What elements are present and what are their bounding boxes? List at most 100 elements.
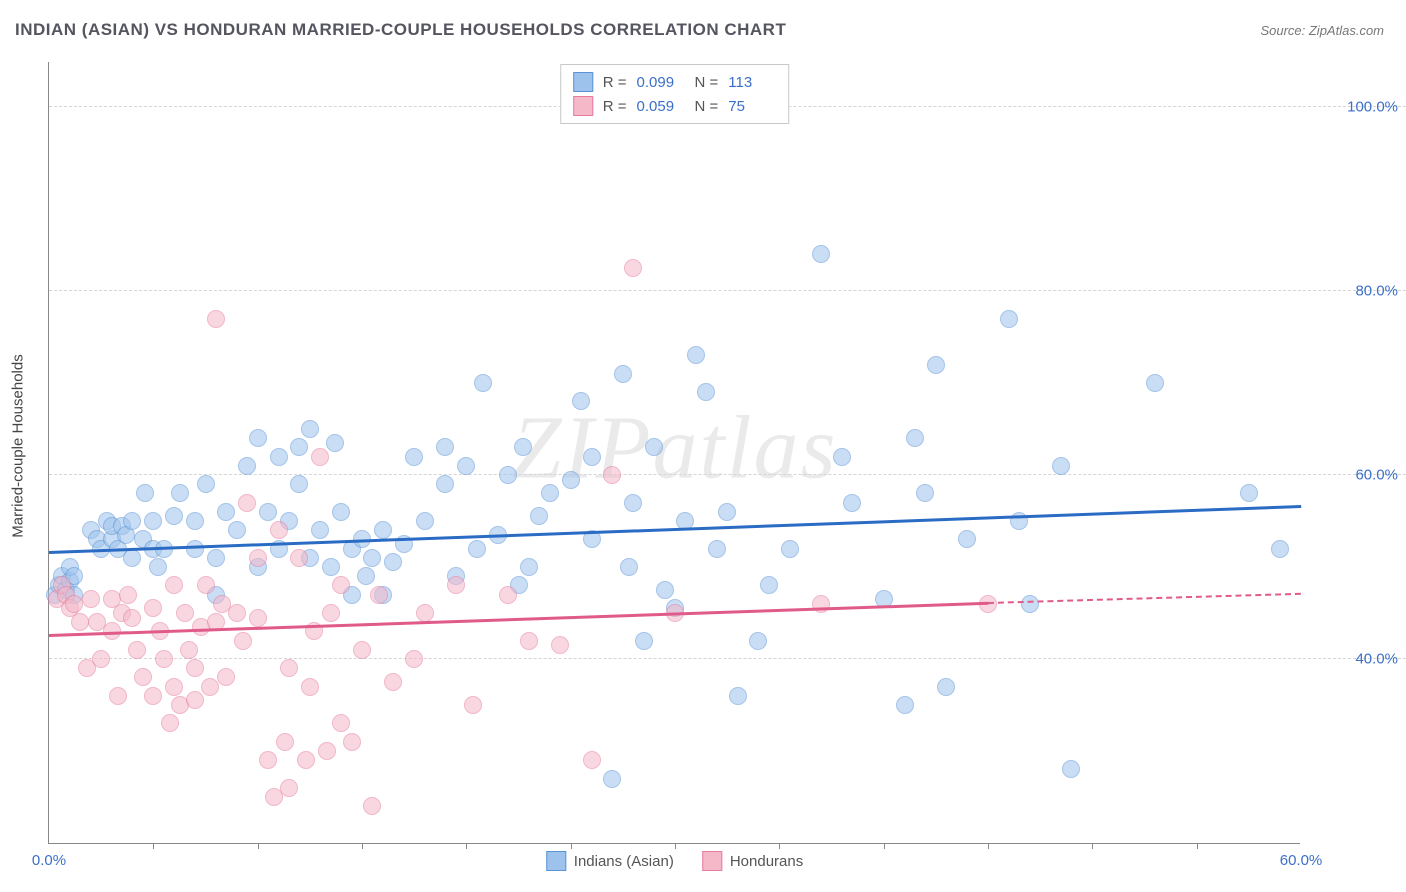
scatter-point (318, 742, 336, 760)
y-tick-label: 40.0% (1355, 651, 1398, 668)
scatter-point (238, 494, 256, 512)
scatter-point (927, 356, 945, 374)
scatter-point (297, 751, 315, 769)
scatter-point (514, 438, 532, 456)
scatter-point (635, 632, 653, 650)
x-tick (884, 843, 885, 849)
legend-r-value: 0.059 (637, 98, 685, 115)
legend-stats-row: R =0.059N =75 (573, 94, 777, 118)
scatter-point (436, 475, 454, 493)
scatter-point (551, 636, 569, 654)
scatter-point (165, 576, 183, 594)
scatter-point (520, 632, 538, 650)
scatter-point (416, 512, 434, 530)
legend-r-label: R = (603, 98, 627, 115)
legend-series-item: Hondurans (702, 851, 803, 871)
scatter-point (603, 770, 621, 788)
scatter-point (123, 512, 141, 530)
scatter-point (374, 521, 392, 539)
watermark-text: ZIPatlas (511, 396, 837, 499)
scatter-point (363, 797, 381, 815)
scatter-point (65, 595, 83, 613)
legend-swatch (573, 96, 593, 116)
scatter-point (384, 673, 402, 691)
scatter-point (562, 471, 580, 489)
scatter-point (687, 346, 705, 364)
scatter-point (249, 549, 267, 567)
x-tick (466, 843, 467, 849)
scatter-point (384, 553, 402, 571)
legend-series-item: Indians (Asian) (546, 851, 674, 871)
scatter-point (1146, 374, 1164, 392)
scatter-point (499, 586, 517, 604)
legend-series-label: Indians (Asian) (574, 853, 674, 870)
scatter-point (280, 779, 298, 797)
scatter-point (92, 650, 110, 668)
x-tick (779, 843, 780, 849)
scatter-point (614, 365, 632, 383)
scatter-point (149, 558, 167, 576)
scatter-point (697, 383, 715, 401)
scatter-point (1240, 484, 1258, 502)
scatter-point (405, 448, 423, 466)
scatter-point (322, 604, 340, 622)
scatter-point (760, 576, 778, 594)
x-tick (988, 843, 989, 849)
scatter-point (234, 632, 252, 650)
y-tick-label: 100.0% (1347, 99, 1398, 116)
legend-n-label: N = (695, 74, 719, 91)
scatter-point (217, 503, 235, 521)
legend-n-value: 113 (728, 74, 776, 91)
scatter-point (144, 512, 162, 530)
scatter-point (186, 691, 204, 709)
scatter-point (1000, 310, 1018, 328)
chart-plot-area: ZIPatlas R =0.099N =113R =0.059N =75 Ind… (48, 62, 1300, 844)
legend-r-label: R = (603, 74, 627, 91)
scatter-point (958, 530, 976, 548)
scatter-point (109, 687, 127, 705)
scatter-point (729, 687, 747, 705)
scatter-point (123, 549, 141, 567)
grid-line (49, 290, 1406, 291)
scatter-point (217, 668, 235, 686)
scatter-point (207, 310, 225, 328)
scatter-point (144, 687, 162, 705)
scatter-point (357, 567, 375, 585)
scatter-point (270, 448, 288, 466)
scatter-point (363, 549, 381, 567)
x-tick (675, 843, 676, 849)
scatter-point (1021, 595, 1039, 613)
source-label: Source: ZipAtlas.com (1260, 23, 1384, 38)
scatter-point (749, 632, 767, 650)
scatter-point (259, 503, 277, 521)
scatter-point (136, 484, 154, 502)
scatter-point (572, 392, 590, 410)
scatter-point (176, 604, 194, 622)
scatter-point (416, 604, 434, 622)
scatter-point (332, 576, 350, 594)
scatter-point (134, 668, 152, 686)
legend-n-label: N = (695, 98, 719, 115)
scatter-point (405, 650, 423, 668)
chart-title: INDIAN (ASIAN) VS HONDURAN MARRIED-COUPL… (15, 20, 786, 40)
scatter-point (464, 696, 482, 714)
scatter-point (207, 549, 225, 567)
legend-stats: R =0.099N =113R =0.059N =75 (560, 64, 790, 124)
scatter-point (541, 484, 559, 502)
scatter-point (353, 641, 371, 659)
legend-swatch (573, 72, 593, 92)
scatter-point (119, 586, 137, 604)
scatter-point (290, 438, 308, 456)
scatter-point (186, 540, 204, 558)
x-tick (571, 843, 572, 849)
scatter-point (332, 714, 350, 732)
scatter-point (165, 678, 183, 696)
scatter-point (624, 259, 642, 277)
scatter-point (520, 558, 538, 576)
scatter-point (155, 650, 173, 668)
scatter-point (620, 558, 638, 576)
scatter-point (165, 507, 183, 525)
scatter-point (290, 549, 308, 567)
scatter-point (645, 438, 663, 456)
scatter-point (128, 641, 146, 659)
